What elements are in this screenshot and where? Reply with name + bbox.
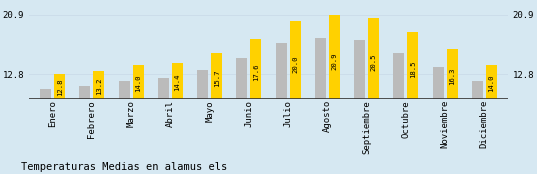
Bar: [275, 43, 287, 99]
Bar: [197, 70, 208, 99]
Bar: [93, 71, 105, 99]
Bar: [472, 81, 483, 99]
Bar: [432, 66, 444, 99]
Bar: [393, 53, 404, 99]
Text: 17.6: 17.6: [253, 63, 259, 81]
Text: 14.0: 14.0: [135, 75, 141, 93]
Bar: [133, 65, 144, 99]
Text: Temperaturas Medias en alamus els: Temperaturas Medias en alamus els: [21, 162, 228, 172]
Text: 20.9: 20.9: [331, 52, 337, 70]
Bar: [40, 89, 51, 99]
Bar: [158, 78, 169, 99]
Text: 20.5: 20.5: [371, 53, 376, 71]
Bar: [172, 62, 183, 99]
Bar: [315, 38, 326, 99]
Text: 18.5: 18.5: [410, 60, 416, 78]
Text: 14.0: 14.0: [488, 75, 495, 93]
Bar: [119, 81, 129, 99]
Text: 20.0: 20.0: [292, 55, 298, 73]
Bar: [354, 40, 365, 99]
Bar: [79, 86, 90, 99]
Bar: [486, 65, 497, 99]
Bar: [211, 53, 222, 99]
Bar: [329, 15, 340, 99]
Bar: [368, 18, 379, 99]
Bar: [408, 32, 418, 99]
Text: 12.8: 12.8: [57, 79, 63, 96]
Text: 13.2: 13.2: [96, 78, 102, 95]
Text: 16.3: 16.3: [449, 67, 455, 85]
Bar: [289, 21, 301, 99]
Bar: [54, 74, 65, 99]
Text: 15.7: 15.7: [214, 69, 220, 87]
Bar: [250, 39, 262, 99]
Bar: [236, 58, 248, 99]
Bar: [447, 49, 458, 99]
Text: 14.4: 14.4: [175, 74, 180, 91]
